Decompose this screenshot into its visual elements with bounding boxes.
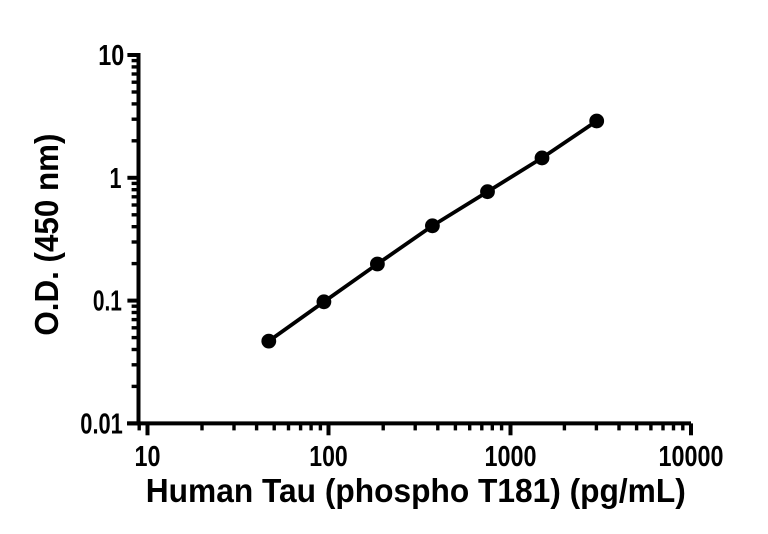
svg-text:10: 10 — [98, 40, 124, 72]
svg-text:10000: 10000 — [659, 441, 724, 473]
svg-text:1: 1 — [110, 163, 122, 195]
svg-text:Human Tau (phospho T181) (pg/m: Human Tau (phospho T181) (pg/mL) — [146, 473, 686, 510]
svg-text:O.D. (450 nm): O.D. (450 nm) — [29, 134, 66, 336]
svg-text:0.01: 0.01 — [80, 408, 123, 440]
svg-text:0.1: 0.1 — [93, 286, 122, 318]
svg-text:10: 10 — [135, 441, 161, 473]
svg-text:100: 100 — [309, 441, 348, 473]
svg-text:1000: 1000 — [485, 441, 537, 473]
